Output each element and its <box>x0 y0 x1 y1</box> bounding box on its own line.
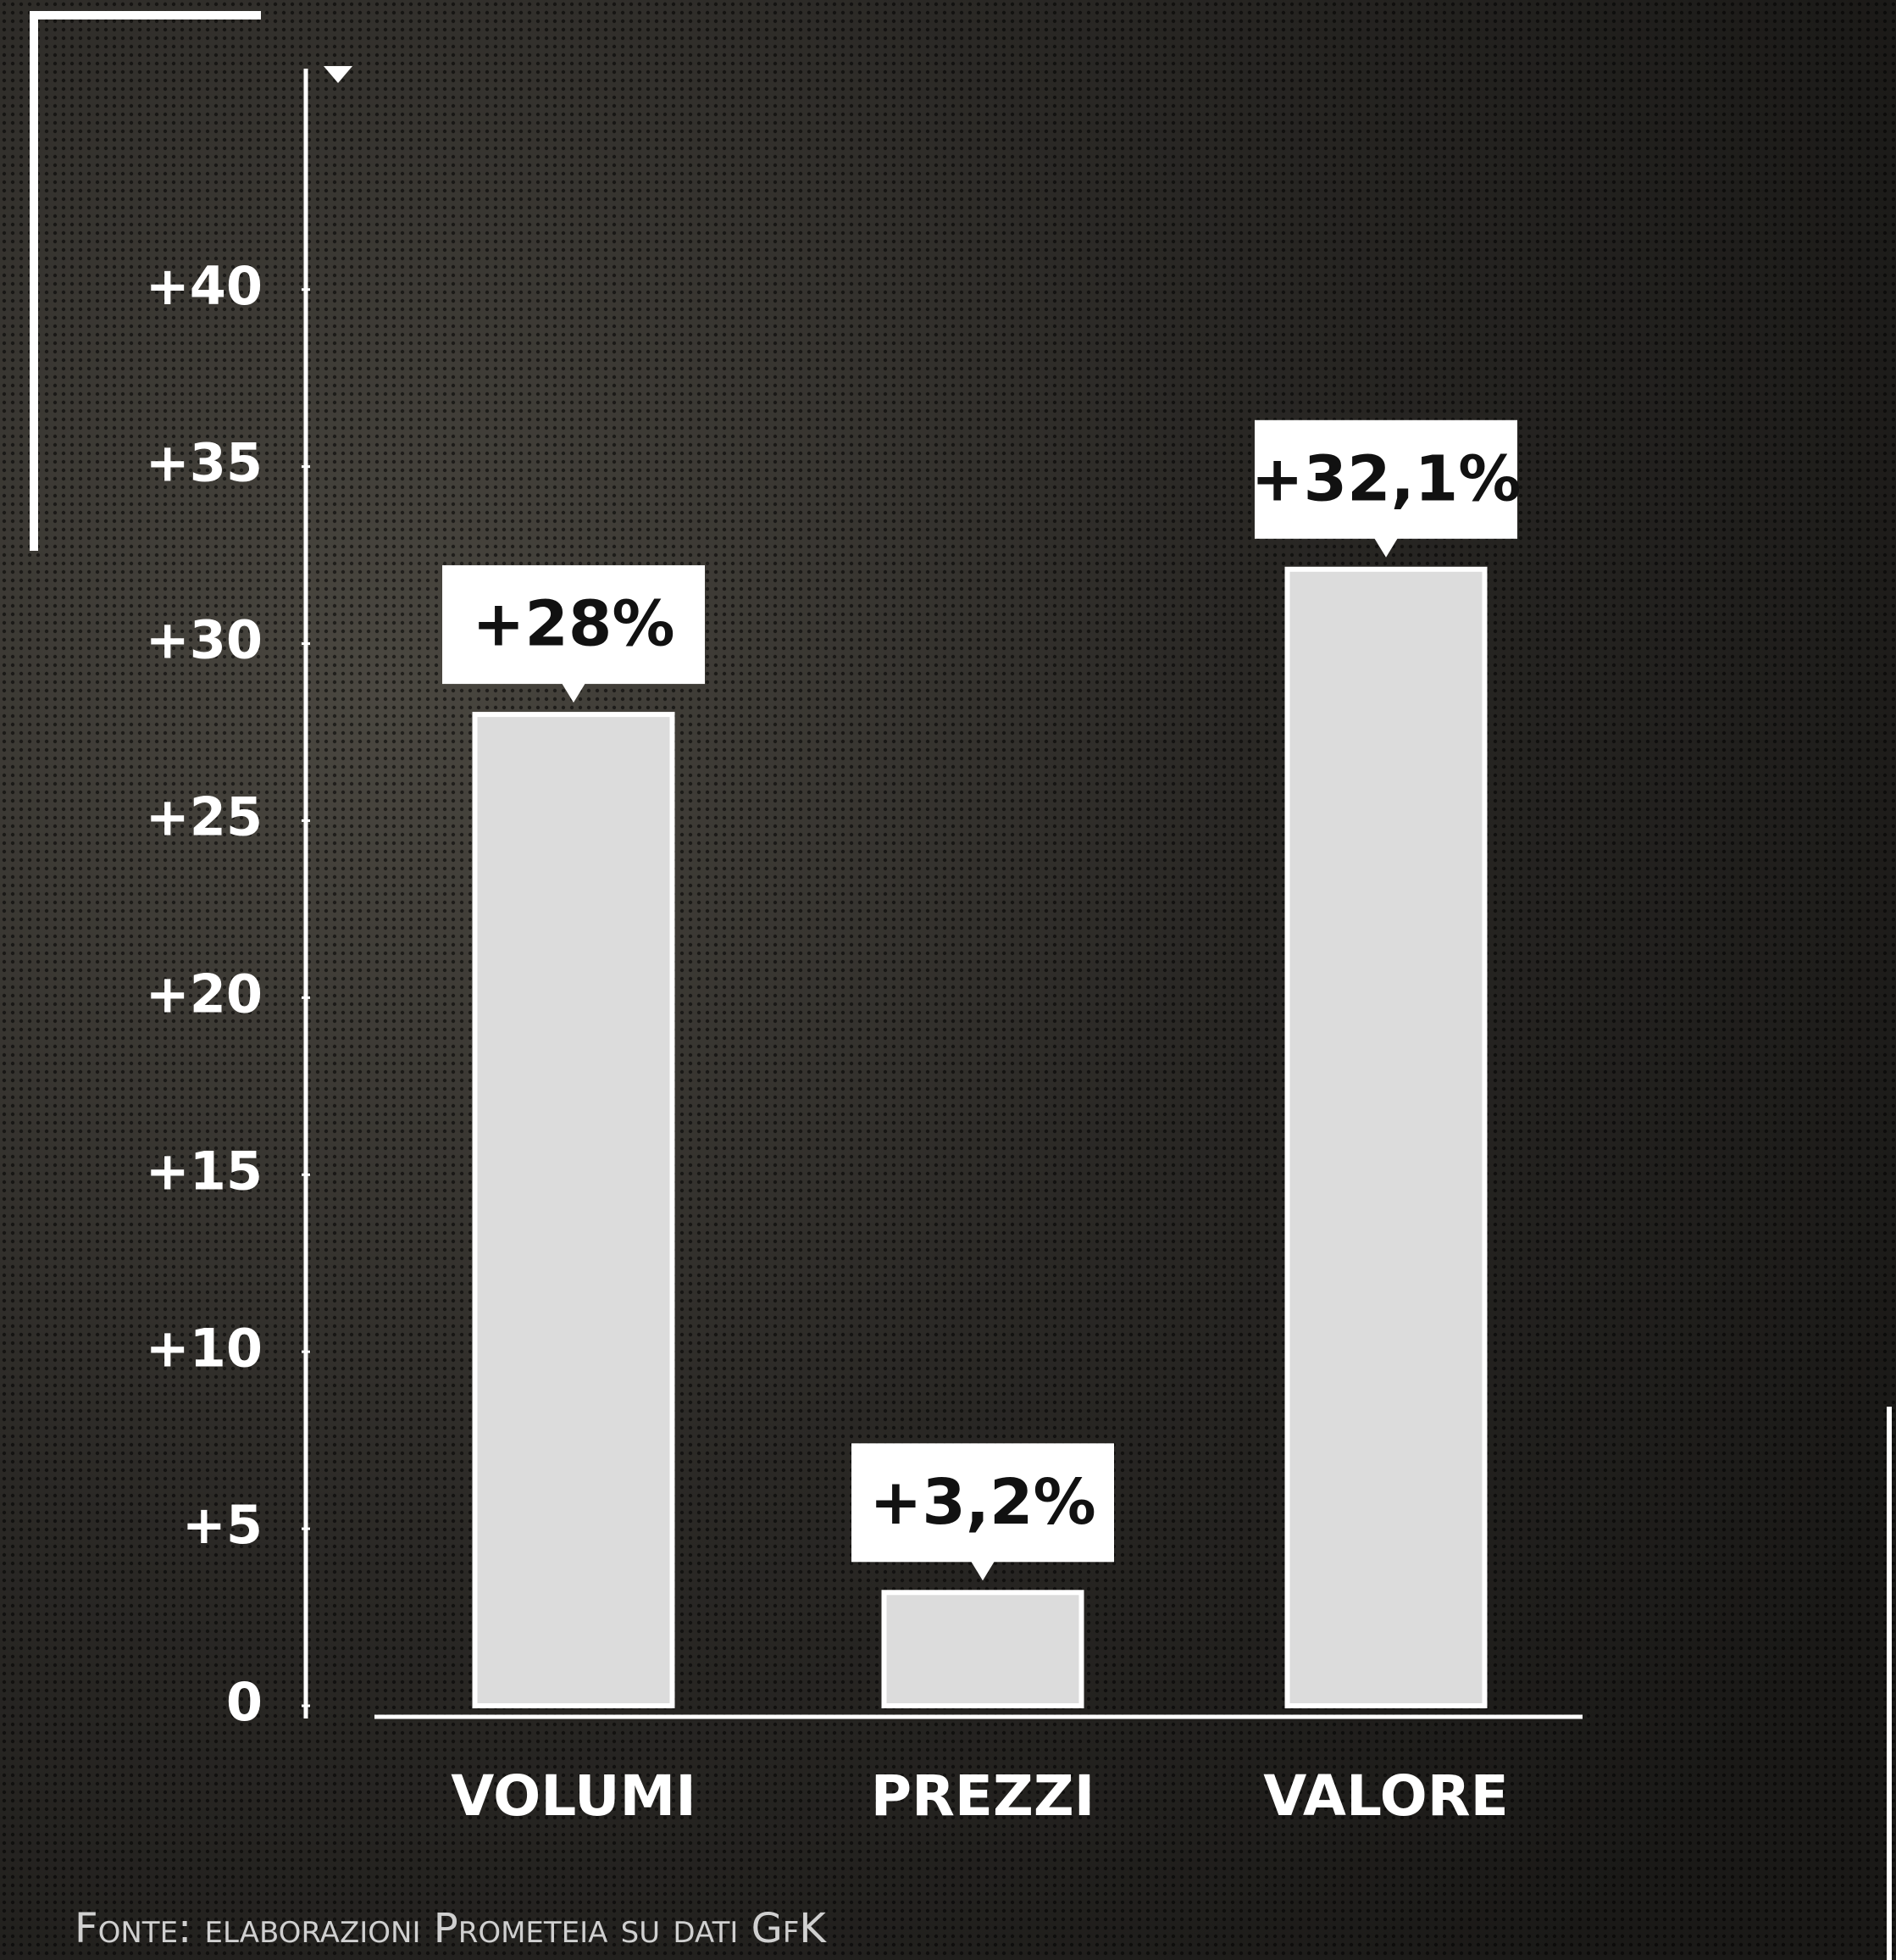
bar <box>472 712 675 1709</box>
y-tick-label: +20 <box>146 963 263 1024</box>
y-tick-label: 0 <box>226 1671 263 1733</box>
value-label-box <box>1255 419 1517 539</box>
y-tick-label: +30 <box>146 609 263 671</box>
value-label: +28% <box>472 588 674 661</box>
x-tick-label: VALORE <box>1263 1763 1508 1829</box>
y-tick-label: +10 <box>146 1317 263 1379</box>
bar <box>881 1590 1084 1708</box>
value-label-box <box>851 1443 1114 1563</box>
y-tick-label: +25 <box>146 786 263 848</box>
x-tick-label: PREZZI <box>871 1763 1095 1829</box>
source-note: Fonte: elaborazioni Prometeia su dati Gf… <box>75 1905 827 1952</box>
value-label-pointer <box>971 1561 995 1581</box>
frame-corner <box>30 11 261 551</box>
value-label: +32,1% <box>1251 442 1522 515</box>
y-tick-label: +15 <box>146 1140 263 1202</box>
y-axis-arrow <box>324 66 352 83</box>
value-label-pointer <box>1374 537 1398 558</box>
x-tick-label: VOLUMI <box>451 1763 696 1829</box>
y-tick-label: +5 <box>182 1494 263 1556</box>
value-label: +3,2% <box>869 1466 1095 1539</box>
y-tick-label: +40 <box>146 255 263 317</box>
bar <box>1284 566 1488 1708</box>
value-label-box <box>442 565 705 685</box>
value-label-pointer <box>562 683 585 703</box>
y-tick-label: +35 <box>146 432 263 494</box>
